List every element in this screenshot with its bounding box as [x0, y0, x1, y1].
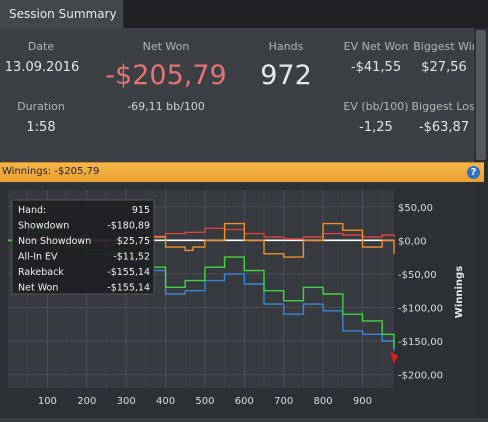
- tooltip-row-value: -$180,89: [107, 221, 150, 232]
- tooltip-row-value: $25,75: [117, 236, 150, 247]
- tooltip-row-value: 915: [132, 205, 150, 216]
- tooltip-row-value: -$11,52: [113, 252, 150, 263]
- ev-net-won-label: EV Net Won: [343, 40, 409, 53]
- tooltip-background: [11, 199, 155, 295]
- net-won-bb100: -69,11 bb/100: [127, 100, 205, 113]
- tab-bar: Session Summary: [0, 0, 488, 28]
- winnings-banner: Winnings: -$205,79 ?: [0, 162, 484, 182]
- y-tick-label: -$50,00: [398, 270, 437, 281]
- x-tick-label: 700: [274, 396, 293, 407]
- y-tick-label: -$150,00: [398, 337, 443, 348]
- tooltip-row-label: All-In EV: [18, 252, 58, 263]
- y-tick-label: -$200,00: [398, 371, 443, 382]
- scrollbar-thumb[interactable]: [476, 30, 486, 160]
- end-marker-icon: [390, 351, 398, 364]
- duration-value: 1:58: [26, 120, 56, 135]
- tooltip-row-value: -$155,14: [107, 267, 150, 278]
- help-icon[interactable]: ?: [467, 166, 480, 179]
- y-tick-label: $0,00: [398, 236, 427, 247]
- winnings-banner-text: Winnings: -$205,79: [2, 166, 100, 177]
- x-tick-label: 100: [38, 396, 57, 407]
- y-axis-title: Winnings: [454, 266, 465, 318]
- hands-label: Hands: [268, 40, 304, 53]
- y-tick-label: $50,00: [398, 203, 433, 214]
- tooltip-row-label: Hand:: [18, 205, 46, 216]
- net-won-label: Net Won: [142, 40, 190, 53]
- net-won-value: -$205,79: [105, 60, 227, 91]
- duration-label: Duration: [17, 100, 65, 113]
- ev-net-won-value: -$41,55: [350, 60, 402, 75]
- x-tick-label: 500: [195, 396, 214, 407]
- x-tick-label: 400: [156, 396, 175, 407]
- tooltip-row-label: Net Won: [18, 283, 58, 294]
- biggest-loss-value: -$63,87: [418, 120, 470, 135]
- biggest-win-value: $27,56: [421, 60, 467, 75]
- ev-bb100-label: EV (bb/100): [343, 100, 409, 113]
- tab-session-summary[interactable]: Session Summary: [0, 0, 124, 28]
- tooltip-row-label: Showdown: [18, 221, 69, 232]
- biggest-win-label: Biggest Win: [413, 40, 479, 53]
- tab-label: Session Summary: [9, 7, 117, 21]
- hands-value: 972: [260, 60, 312, 91]
- winnings-chart[interactable]: 100 200 300 400 500 600 700 800 900 $50,00 $0,00 -$…: [0, 182, 474, 418]
- y-tick-label: -$100,00: [398, 303, 443, 314]
- x-tick-label: 300: [117, 396, 136, 407]
- tooltip-row-label: Rakeback: [18, 267, 64, 278]
- ev-bb100-value: -1,25: [359, 120, 393, 135]
- x-tick-label: 600: [235, 396, 254, 407]
- winnings-chart-area: 100 200 300 400 500 600 700 800 900 $50,00 $0,00 -$…: [0, 182, 474, 418]
- hand-tooltip: Hand: 915 Showdown -$180,89 Non Showdown $25,…: [11, 199, 155, 295]
- x-tick-label: 900: [353, 396, 372, 407]
- date-label: Date: [27, 40, 55, 53]
- x-tick-label: 200: [77, 396, 96, 407]
- session-summary-panel: Date 13.09.2016 Net Won -$205,79 -69,11 …: [0, 28, 481, 162]
- tooltip-row-value: -$155,14: [107, 283, 150, 294]
- date-value: 13.09.2016: [4, 60, 80, 75]
- chart-axes: 100 200 300 400 500 600 700 800 900 $50,00 $0,00 -$…: [38, 203, 443, 407]
- x-tick-label: 800: [314, 396, 333, 407]
- biggest-loss-label: Biggest Loss: [411, 100, 481, 113]
- tooltip-row-label: Non Showdown: [18, 236, 91, 247]
